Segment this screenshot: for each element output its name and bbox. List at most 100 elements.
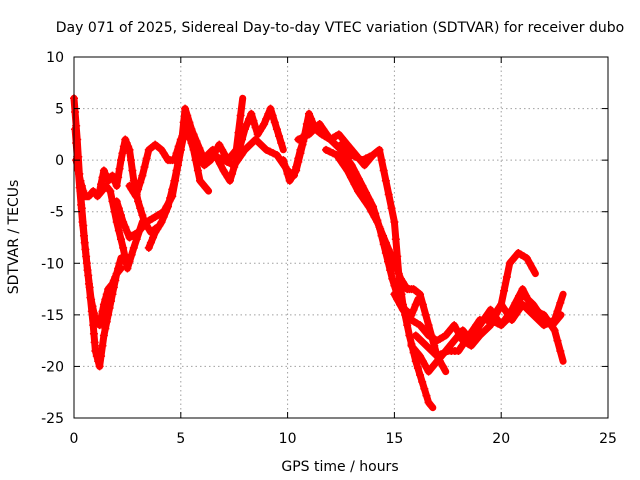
data-point (121, 223, 130, 232)
data-point (262, 114, 271, 123)
data-point (396, 279, 405, 288)
data-point (358, 181, 367, 190)
data-point (95, 187, 104, 196)
series-line (487, 290, 565, 329)
data-point (223, 157, 232, 166)
data-point (114, 267, 123, 276)
data-point (486, 305, 495, 314)
data-point (176, 145, 185, 154)
data-point (226, 159, 235, 168)
data-point (490, 317, 499, 326)
data-point (426, 345, 434, 354)
data-point (384, 245, 393, 254)
data-point (440, 348, 449, 357)
data-point (198, 156, 207, 165)
data-point (482, 324, 491, 333)
data-point (109, 175, 118, 184)
data-point (125, 257, 134, 266)
data-point (228, 169, 237, 178)
data-point (124, 142, 133, 151)
data-point (208, 150, 217, 159)
x-tick-label: 15 (385, 431, 403, 447)
y-tick-label: -15 (41, 308, 64, 324)
data-point (301, 132, 310, 141)
data-point (277, 138, 286, 147)
data-point (247, 109, 256, 118)
data-point (116, 156, 125, 165)
plot-frame (73, 56, 609, 419)
data-point (123, 228, 132, 237)
data-point (433, 352, 442, 361)
data-point (525, 307, 534, 316)
data-point (215, 140, 224, 149)
data-point (74, 169, 83, 178)
data-point (418, 357, 427, 366)
data-point (384, 190, 393, 199)
data-point (420, 384, 429, 393)
data-point (418, 377, 427, 386)
data-point (297, 133, 306, 142)
data-point (556, 346, 565, 355)
data-point (361, 197, 370, 206)
data-point (236, 111, 245, 120)
data-point (308, 126, 317, 135)
data-point (351, 152, 360, 161)
data-point (101, 169, 110, 178)
data-point (215, 154, 224, 163)
data-point (411, 357, 420, 366)
data-point (76, 176, 85, 185)
series-track-7 (144, 94, 247, 252)
data-point (102, 290, 111, 299)
data-point (106, 187, 115, 196)
data-point (427, 401, 436, 410)
data-point (430, 341, 439, 350)
data-point (522, 293, 531, 302)
data-point (79, 187, 88, 196)
data-point (422, 341, 431, 350)
data-point (225, 176, 234, 185)
data-point (502, 273, 511, 282)
data-point (426, 400, 434, 409)
data-point (101, 295, 110, 304)
data-point (393, 252, 402, 261)
data-point (532, 305, 541, 314)
data-point (166, 193, 175, 202)
data-point (307, 114, 316, 123)
data-point (97, 180, 106, 189)
data-point (260, 120, 269, 129)
data-point (522, 254, 531, 263)
chart-title: Day 071 of 2025, Sidereal Day-to-day VTE… (56, 20, 624, 36)
data-point (347, 161, 356, 170)
data-point (230, 161, 239, 170)
data-point (438, 362, 447, 371)
data-point (255, 138, 264, 147)
data-point (386, 266, 395, 275)
data-point (97, 314, 106, 323)
data-point (421, 362, 430, 371)
data-point (245, 114, 254, 123)
data-point (381, 238, 390, 247)
data-point (99, 166, 108, 175)
data-point (111, 178, 120, 187)
data-point (515, 297, 523, 306)
data-point (411, 300, 420, 309)
series-group (70, 94, 567, 412)
data-point (193, 166, 202, 175)
data-point (281, 163, 290, 172)
data-point (262, 145, 271, 154)
data-point (376, 224, 385, 233)
y-tick-label: -25 (41, 411, 64, 427)
data-point (468, 326, 477, 335)
data-point (326, 135, 335, 144)
data-point (116, 235, 125, 244)
data-point (497, 300, 506, 309)
data-point (344, 147, 353, 156)
data-point (354, 187, 363, 196)
data-point (109, 276, 118, 285)
data-point (298, 140, 307, 149)
data-point (275, 132, 284, 141)
data-point (136, 204, 145, 213)
data-point (365, 152, 374, 161)
data-point (233, 156, 242, 165)
data-point (144, 243, 153, 252)
